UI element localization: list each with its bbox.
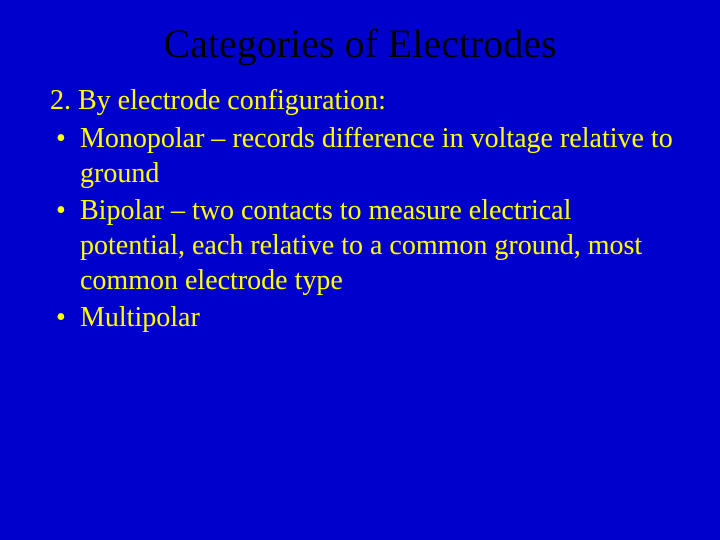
list-item: Multipolar: [50, 300, 680, 335]
list-item: Monopolar – records difference in voltag…: [50, 121, 680, 191]
slide-subtitle: 2. By electrode configuration:: [40, 85, 680, 117]
slide-container: Categories of Electrodes 2. By electrode…: [0, 0, 720, 540]
bullet-list: Monopolar – records difference in voltag…: [40, 121, 680, 335]
list-item: Bipolar – two contacts to measure electr…: [50, 193, 680, 298]
slide-title: Categories of Electrodes: [40, 20, 680, 67]
